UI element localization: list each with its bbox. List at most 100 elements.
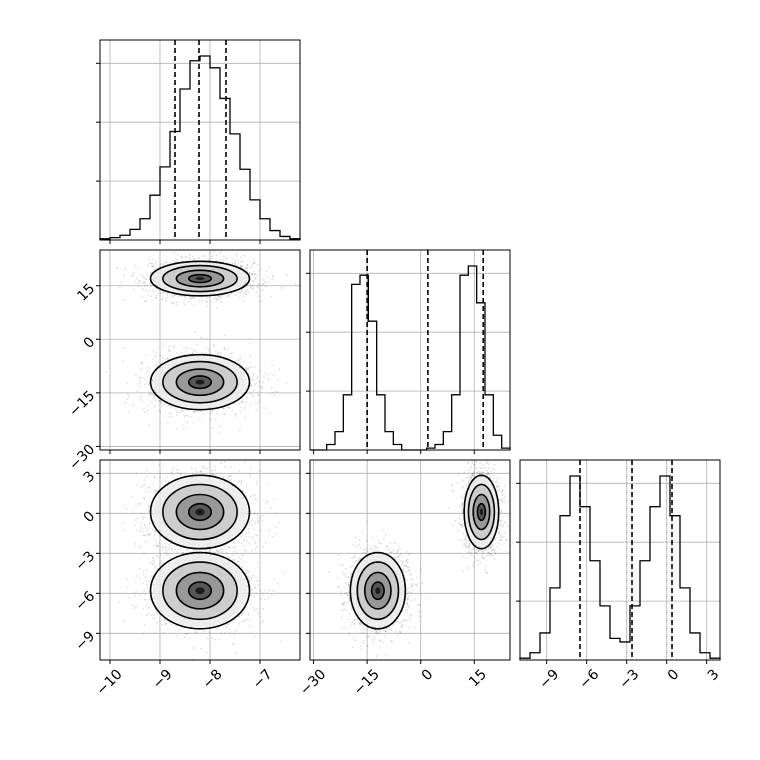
scatter-point: [250, 384, 253, 387]
scatter-point: [164, 297, 167, 300]
scatter-point: [254, 273, 256, 276]
contour-line: [187, 273, 213, 284]
scatter-point: [145, 300, 148, 303]
scatter-point: [140, 367, 142, 370]
scatter-point: [176, 351, 178, 354]
y-tick-label: 0: [81, 334, 99, 352]
scatter-point: [180, 255, 183, 258]
scatter-point: [246, 618, 249, 621]
y-tick-label: −6: [72, 588, 98, 614]
scatter-point: [241, 401, 243, 403]
scatter-point: [243, 409, 246, 412]
scatter-point: [166, 422, 169, 425]
scatter-point: [181, 256, 183, 259]
scatter-point: [262, 607, 265, 610]
scatter-point: [257, 521, 260, 524]
scatter-point: [145, 353, 147, 356]
scatter-point: [134, 267, 137, 269]
scatter-point: [253, 541, 256, 544]
scatter-point: [239, 355, 242, 357]
contour-line: [175, 368, 225, 397]
scatter-point: [220, 424, 222, 427]
scatter-point: [260, 598, 262, 600]
scatter-point: [153, 561, 156, 563]
scatter-point: [276, 379, 279, 382]
scatter-point: [235, 552, 238, 555]
scatter-point: [153, 613, 156, 616]
scatter-point: [136, 390, 139, 392]
scatter-point: [162, 632, 165, 634]
scatter-point: [245, 607, 248, 609]
scatter-point: [250, 589, 253, 591]
scatter-point: [164, 358, 166, 360]
scatter-point: [136, 281, 139, 284]
scatter-point: [181, 424, 184, 427]
scatter-point: [158, 409, 161, 412]
scatter-point: [252, 378, 255, 381]
scatter-point: [239, 410, 242, 413]
scatter-point: [247, 570, 250, 572]
scatter-point: [184, 298, 187, 301]
scatter-point: [272, 275, 275, 278]
scatter-point: [123, 298, 126, 301]
scatter-point: [216, 297, 218, 300]
y-tick-label: −15: [66, 388, 98, 420]
scatter-point: [212, 550, 215, 553]
scatter-point: [217, 353, 219, 355]
scatter-point: [161, 360, 164, 362]
scatter-point: [238, 615, 241, 618]
scatter-point: [168, 547, 170, 550]
scatter-point: [180, 473, 182, 475]
scatter-point: [227, 623, 229, 626]
scatter-point: [193, 257, 196, 260]
scatter-point: [166, 294, 169, 297]
scatter-point: [143, 281, 145, 284]
scatter-point: [161, 356, 164, 359]
scatter-point: [149, 393, 152, 395]
scatter-point: [151, 378, 153, 381]
scatter-point: [173, 545, 176, 548]
scatter-point: [139, 529, 142, 532]
scatter-point: [245, 367, 248, 370]
scatter-point: [152, 358, 154, 361]
scatter-point: [244, 461, 247, 463]
scatter-point: [225, 258, 227, 261]
scatter-point: [247, 614, 250, 616]
scatter-point: [256, 377, 258, 380]
scatter-point: [179, 351, 182, 354]
scatter-point: [243, 296, 245, 299]
scatter-point: [253, 635, 256, 638]
scatter-point: [189, 258, 191, 261]
scatter-point: [273, 578, 276, 581]
scatter-point: [252, 390, 255, 393]
scatter-point: [240, 558, 243, 561]
scatter-point: [252, 262, 255, 265]
scatter-point: [224, 334, 226, 337]
scatter-point: [185, 348, 188, 350]
scatter-point: [245, 400, 248, 403]
scatter-point: [254, 586, 257, 589]
scatter-point: [149, 262, 152, 265]
scatter-point: [249, 354, 251, 357]
scatter-point: [189, 347, 192, 350]
scatter-point: [170, 412, 172, 415]
scatter-point: [151, 258, 154, 261]
scatter-point: [256, 579, 259, 582]
scatter-point: [151, 378, 154, 381]
histogram-2: [310, 265, 511, 451]
scatter-point: [258, 385, 261, 388]
scatter-point: [176, 414, 178, 417]
scatter-point: [185, 255, 187, 258]
scatter-point: [250, 578, 253, 580]
scatter-point: [278, 521, 280, 524]
scatter-point: [176, 258, 179, 261]
scatter-point: [160, 402, 163, 405]
scatter-point: [254, 548, 257, 551]
scatter-point: [270, 506, 273, 509]
scatter-point: [233, 550, 236, 553]
scatter-point: [241, 260, 244, 263]
scatter-point: [236, 259, 239, 262]
scatter-point: [250, 272, 253, 275]
scatter-point: [255, 409, 258, 412]
y-tick-label: 0: [81, 508, 99, 526]
